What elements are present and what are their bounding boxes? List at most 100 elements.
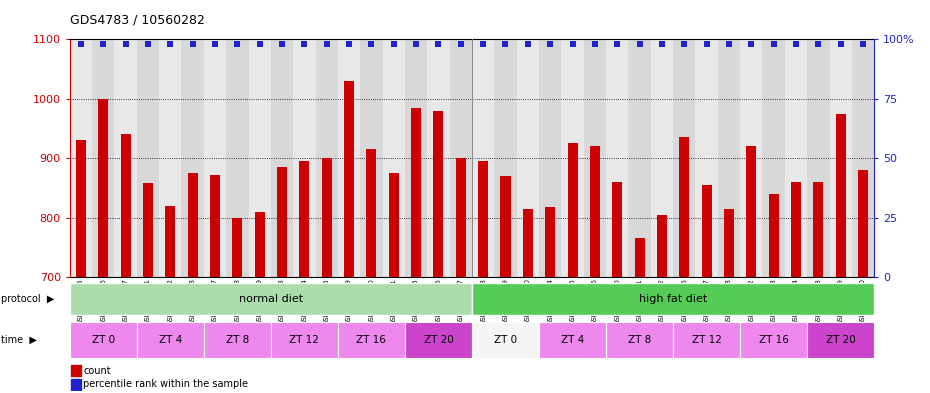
- Bar: [539, 322, 606, 358]
- Bar: [210, 175, 220, 393]
- Bar: [433, 110, 444, 393]
- Bar: [137, 39, 159, 277]
- Point: [655, 41, 670, 47]
- Bar: [478, 161, 488, 393]
- Bar: [523, 209, 533, 393]
- Bar: [836, 114, 845, 393]
- Bar: [411, 108, 421, 393]
- Text: protocol  ▶: protocol ▶: [1, 294, 54, 304]
- Bar: [673, 322, 740, 358]
- Point: [789, 41, 804, 47]
- Point: [565, 41, 580, 47]
- Bar: [807, 39, 830, 277]
- Bar: [651, 39, 673, 277]
- Bar: [768, 194, 778, 393]
- Bar: [271, 39, 293, 277]
- Point: [118, 41, 133, 47]
- Bar: [500, 176, 511, 393]
- Point: [588, 41, 603, 47]
- Bar: [159, 39, 181, 277]
- Bar: [539, 39, 562, 277]
- Point: [699, 41, 714, 47]
- Point: [140, 41, 155, 47]
- Text: time  ▶: time ▶: [1, 335, 37, 345]
- Point: [610, 41, 625, 47]
- Bar: [382, 39, 405, 277]
- Text: ZT 4: ZT 4: [561, 335, 584, 345]
- Point: [521, 41, 536, 47]
- Bar: [790, 182, 801, 393]
- Bar: [746, 146, 756, 393]
- Bar: [858, 170, 868, 393]
- Bar: [830, 39, 852, 277]
- Bar: [248, 39, 271, 277]
- Text: high fat diet: high fat diet: [639, 294, 707, 304]
- Bar: [72, 379, 81, 390]
- Point: [297, 41, 312, 47]
- Point: [431, 41, 445, 47]
- Point: [543, 41, 558, 47]
- Bar: [204, 39, 226, 277]
- Point: [722, 41, 737, 47]
- Bar: [763, 39, 785, 277]
- Bar: [545, 207, 555, 393]
- Bar: [143, 183, 153, 393]
- Bar: [807, 322, 874, 358]
- Bar: [449, 39, 472, 277]
- Bar: [606, 322, 673, 358]
- Bar: [255, 212, 265, 393]
- Point: [408, 41, 423, 47]
- Bar: [456, 158, 466, 393]
- Bar: [344, 81, 354, 393]
- Text: ZT 12: ZT 12: [692, 335, 722, 345]
- Point: [73, 41, 88, 47]
- Point: [498, 41, 513, 47]
- Bar: [204, 322, 271, 358]
- Bar: [606, 39, 629, 277]
- Bar: [696, 39, 718, 277]
- Text: ZT 16: ZT 16: [759, 335, 789, 345]
- Bar: [472, 283, 874, 314]
- Bar: [590, 146, 600, 393]
- Bar: [72, 365, 81, 376]
- Bar: [785, 39, 807, 277]
- Point: [632, 41, 647, 47]
- Bar: [673, 39, 696, 277]
- Bar: [701, 185, 711, 393]
- Text: ZT 16: ZT 16: [356, 335, 386, 345]
- Text: ZT 20: ZT 20: [826, 335, 856, 345]
- Bar: [232, 218, 243, 393]
- Bar: [315, 39, 338, 277]
- Text: ZT 0: ZT 0: [494, 335, 517, 345]
- Point: [364, 41, 379, 47]
- Text: normal diet: normal diet: [239, 294, 303, 304]
- Bar: [137, 322, 204, 358]
- Point: [185, 41, 200, 47]
- Point: [453, 41, 468, 47]
- Bar: [634, 239, 644, 393]
- Bar: [271, 322, 338, 358]
- Bar: [718, 39, 740, 277]
- Bar: [277, 167, 287, 393]
- Bar: [657, 215, 667, 393]
- Bar: [740, 322, 807, 358]
- Bar: [852, 39, 874, 277]
- Point: [96, 41, 111, 47]
- Bar: [76, 140, 86, 393]
- Point: [341, 41, 356, 47]
- Text: ZT 12: ZT 12: [289, 335, 319, 345]
- Point: [476, 41, 491, 47]
- Bar: [612, 182, 622, 393]
- Bar: [679, 138, 689, 393]
- Bar: [472, 39, 495, 277]
- Point: [766, 41, 781, 47]
- Bar: [188, 173, 198, 393]
- Bar: [740, 39, 763, 277]
- Bar: [814, 182, 823, 393]
- Point: [744, 41, 759, 47]
- Point: [230, 41, 245, 47]
- Bar: [427, 39, 449, 277]
- Text: ZT 8: ZT 8: [226, 335, 249, 345]
- Bar: [338, 322, 405, 358]
- Point: [252, 41, 267, 47]
